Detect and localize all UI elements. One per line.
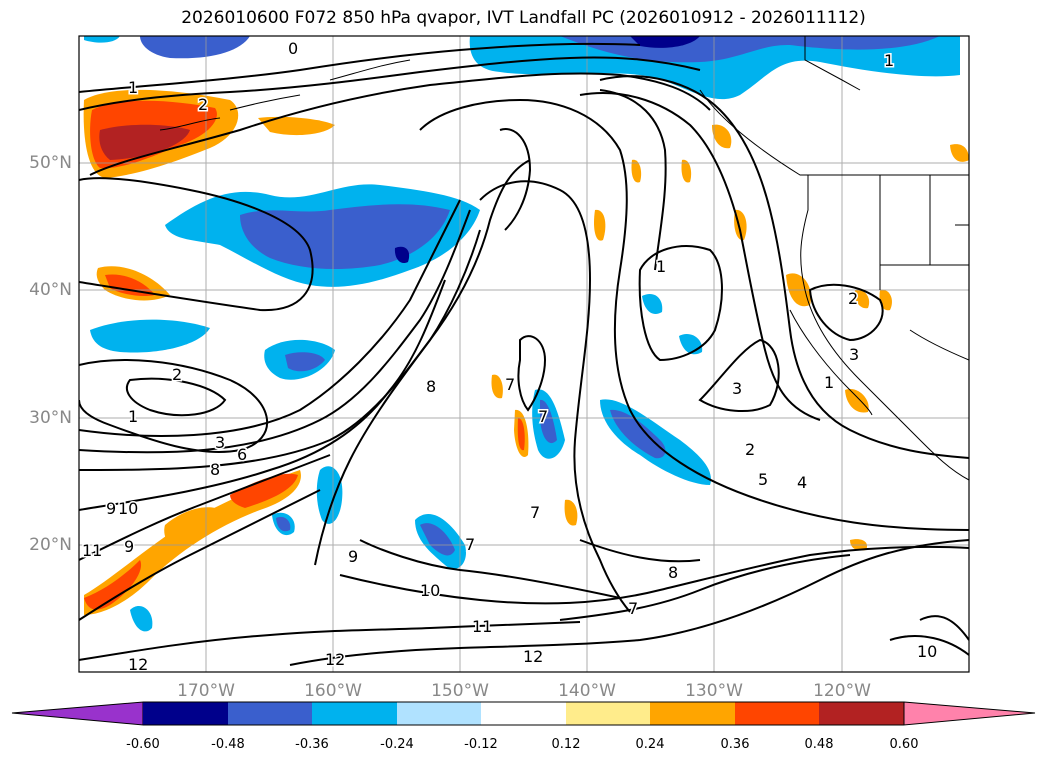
- colorbar-segment: [481, 702, 566, 725]
- colorbar-tick: -0.60: [126, 737, 160, 752]
- contour-label: 1: [824, 373, 834, 392]
- contour-label: 12: [325, 650, 345, 669]
- colorbar: [11, 701, 1036, 726]
- coastlines: [159, 36, 969, 481]
- contour-label: 1: [128, 407, 138, 426]
- contour-label: 9: [348, 547, 358, 566]
- contour-label: 12: [523, 647, 543, 666]
- colorbar-extend-high: [903, 701, 1036, 726]
- contour-label: 7: [530, 503, 540, 522]
- contour-label: 8: [668, 563, 678, 582]
- contour-label: 0: [288, 39, 298, 58]
- lat-label: 20°N: [29, 535, 72, 555]
- contour-label: 8: [426, 377, 436, 396]
- lon-label: 130°W: [685, 681, 743, 701]
- gridlines: [79, 36, 969, 672]
- contour-label: 10: [917, 642, 937, 661]
- colorbar-segment: [143, 702, 228, 725]
- contour-label: 5: [758, 470, 768, 489]
- contour-label: 3: [732, 379, 742, 398]
- contour-label: 7: [505, 375, 515, 394]
- contour-label: 1: [128, 78, 138, 97]
- contour-label-group: 0 1 2 1 1 2 3 2 1 2 3 1 3 4 5 6 7 8 8 9 …: [81, 38, 939, 674]
- contour-label: 10: [420, 581, 440, 600]
- contour-label: 2: [745, 440, 755, 459]
- lon-label: 120°W: [813, 681, 871, 701]
- contour-label: 11: [472, 617, 492, 636]
- lon-label: 140°W: [558, 681, 616, 701]
- contour-label: 3: [215, 433, 225, 452]
- colorbar-tick: 0.48: [804, 737, 834, 752]
- colorbar-segment: [735, 702, 819, 725]
- colorbar-tick: -0.48: [211, 737, 245, 752]
- contour-label: 1: [656, 257, 666, 276]
- colorbar-tick: 0.36: [720, 737, 750, 752]
- colorbar-extend-low: [11, 701, 144, 726]
- contour-label: 2: [198, 95, 208, 114]
- colorbar-tick: -0.36: [295, 737, 329, 752]
- contour-label: 12: [128, 655, 148, 674]
- lon-label: 170°W: [177, 681, 235, 701]
- map-frame: [78, 35, 970, 673]
- map-title: 2026010600 F072 850 hPa qvapor, IVT Land…: [181, 8, 866, 28]
- contour-label: 8: [210, 460, 220, 479]
- colorbar-segment: [397, 702, 481, 725]
- contour-label: 7: [628, 599, 638, 618]
- contour-label: 11: [82, 541, 102, 560]
- lat-label: 40°N: [29, 280, 72, 300]
- contour-label: 2: [172, 365, 182, 384]
- contour-label: 4: [797, 473, 807, 492]
- colorbar-segment: [228, 702, 312, 725]
- lon-label: 160°W: [304, 681, 362, 701]
- lon-label: 150°W: [431, 681, 489, 701]
- contour-label: 7: [465, 535, 475, 554]
- contour-label: 2: [848, 289, 858, 308]
- colorbar-segment: [650, 702, 735, 725]
- colorbar-tick: 0.60: [889, 737, 919, 752]
- colorbar-tick: -0.24: [380, 737, 414, 752]
- colorbar-tick: -0.12: [464, 737, 498, 752]
- ivt-contours: [79, 42, 969, 666]
- contour-label: 7: [538, 407, 548, 426]
- contour-label: 1: [884, 51, 894, 70]
- colorbar-segment: [566, 702, 650, 725]
- colorbar-segment: [819, 702, 904, 725]
- contour-label: 9: [124, 537, 134, 556]
- colorbar-tick: 0.24: [635, 737, 665, 752]
- contour-label: 3: [849, 345, 859, 364]
- colorbar-segment: [312, 702, 397, 725]
- lat-label: 50°N: [29, 153, 72, 173]
- map-plot: 0 1 2 1 1 2 3 2 1 2 3 1 3 4 5 6 7 8 8 9 …: [78, 35, 970, 674]
- contour-label: 9: [106, 499, 116, 518]
- contour-label: 6: [237, 445, 247, 464]
- lat-label: 30°N: [29, 408, 72, 428]
- contour-label: 10: [118, 499, 138, 518]
- qvapor-shading: [83, 36, 969, 632]
- colorbar-tick: 0.12: [551, 737, 581, 752]
